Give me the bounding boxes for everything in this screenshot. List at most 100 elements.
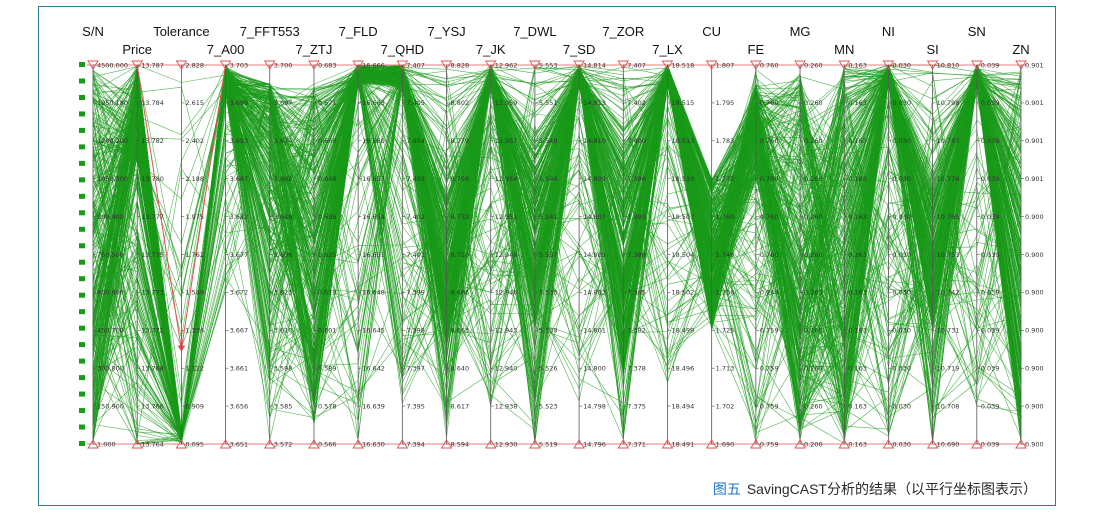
axis-top-marker[interactable] bbox=[219, 60, 232, 70]
tick-label: 7.398 bbox=[406, 327, 425, 335]
tick-label: 14.805 bbox=[583, 251, 606, 259]
axis-name: 7_JK bbox=[476, 42, 506, 57]
data-polyline bbox=[92, 65, 1022, 437]
selection-marker bbox=[79, 441, 85, 446]
axis-name: 7_YSJ bbox=[427, 24, 465, 39]
tick-label: 14.807 bbox=[583, 213, 606, 221]
tick-label: 5.537 bbox=[539, 251, 558, 259]
axis-top-marker[interactable] bbox=[484, 60, 497, 70]
tick-label: 3.661 bbox=[230, 365, 249, 373]
axis-bottom-marker[interactable] bbox=[131, 439, 144, 449]
data-polyline bbox=[92, 64, 1022, 440]
axis-top-marker[interactable] bbox=[794, 60, 806, 70]
axis-bottom-marker[interactable] bbox=[705, 439, 718, 449]
tick-label: 3.649 bbox=[274, 213, 293, 221]
tick-label: 8.710 bbox=[451, 251, 470, 259]
axis-top-marker[interactable] bbox=[131, 60, 144, 70]
axis-bottom-marker[interactable] bbox=[926, 439, 939, 449]
axis-bottom-marker[interactable] bbox=[838, 439, 851, 449]
tick-label: 0.039 bbox=[981, 99, 1000, 107]
axis-top-marker[interactable] bbox=[617, 60, 630, 70]
tick-label: 13.777 bbox=[141, 213, 164, 221]
axis-bottom-marker[interactable] bbox=[529, 439, 541, 449]
axis-bottom-marker[interactable] bbox=[573, 439, 585, 449]
tick-label: 0.039 bbox=[981, 251, 1000, 259]
tick-label: 10.753 bbox=[937, 251, 960, 259]
axis-zn: 0.901 0.901 0.901 0.901 0.900 0.900 0.900 0.900… bbox=[1012, 42, 1044, 449]
tick-label: 0.660 bbox=[318, 137, 337, 145]
axis-bottom-marker[interactable] bbox=[396, 439, 409, 449]
axis-name: SI bbox=[926, 42, 938, 57]
axis-bottom-marker[interactable] bbox=[882, 439, 895, 449]
axis-7-zor: 7.407 7.402 7.400 7.396 7.393 7.389 7.385 7.382… bbox=[602, 24, 646, 449]
data-polyline bbox=[92, 67, 1022, 437]
tick-label: 0.760 bbox=[760, 289, 779, 297]
axis-top-marker[interactable] bbox=[87, 60, 99, 70]
data-polyline bbox=[92, 65, 1022, 438]
axis-top-marker[interactable] bbox=[838, 60, 851, 70]
axis-bottom-marker[interactable] bbox=[263, 439, 276, 449]
axis-bottom-marker[interactable] bbox=[970, 439, 983, 449]
tick-label: 1.783 bbox=[716, 137, 735, 145]
axis-bottom-marker[interactable] bbox=[750, 439, 762, 449]
tick-label: 0.759 bbox=[760, 327, 779, 335]
tick-label: 0.030 bbox=[892, 99, 911, 107]
axis-bottom-marker[interactable] bbox=[484, 439, 497, 449]
data-polyline bbox=[92, 68, 1022, 439]
tick-label: 13.787 bbox=[141, 61, 164, 69]
axis-bottom-marker[interactable] bbox=[87, 439, 99, 449]
axis-top-marker[interactable] bbox=[263, 60, 276, 70]
axis-top-marker[interactable] bbox=[529, 60, 541, 70]
tick-label: 0.163 bbox=[848, 289, 867, 297]
tick-label: 0.636 bbox=[318, 213, 337, 221]
axis-top-marker[interactable] bbox=[661, 60, 674, 70]
axis-top-marker[interactable] bbox=[926, 60, 939, 70]
axis-top-marker[interactable] bbox=[308, 60, 320, 70]
tick-label: 0.760 bbox=[760, 61, 779, 69]
caption-text: SavingCAST分析的结果（以平行坐标图表示） bbox=[746, 481, 1037, 497]
tick-label: 16.663 bbox=[362, 99, 385, 107]
tick-label: 2.615 bbox=[185, 99, 204, 107]
tick-label: 0.039 bbox=[981, 289, 1000, 297]
data-polyline bbox=[92, 70, 1022, 444]
tick-label: 0.760 bbox=[760, 251, 779, 259]
tick-label: 0.260 bbox=[804, 213, 823, 221]
tick-label: 12.946 bbox=[495, 289, 518, 297]
axis-bottom-marker[interactable] bbox=[794, 439, 806, 449]
axis-top-marker[interactable] bbox=[440, 60, 453, 70]
axis-bottom-marker[interactable] bbox=[661, 439, 674, 449]
tick-label: 0.900 bbox=[1025, 440, 1044, 448]
axis-top-marker[interactable] bbox=[1015, 60, 1027, 70]
tick-label: 0.901 bbox=[1025, 99, 1044, 107]
axis-bottom-marker[interactable] bbox=[308, 439, 320, 449]
axis-bottom-marker[interactable] bbox=[219, 439, 232, 449]
axis-7-lx: 18.518 18.515 18.513 18.510 18.507 18.504 18.5… bbox=[652, 42, 694, 449]
tick-label: 1050.300 bbox=[97, 175, 128, 183]
tick-label: 14.801 bbox=[583, 327, 606, 335]
axis-top-marker[interactable] bbox=[352, 60, 364, 70]
axis-top-marker[interactable] bbox=[705, 60, 718, 70]
axis-bottom-marker[interactable] bbox=[352, 439, 364, 449]
axis-bottom-marker[interactable] bbox=[175, 439, 188, 449]
axis-bottom-marker[interactable] bbox=[617, 439, 630, 449]
data-polyline bbox=[92, 65, 1022, 442]
data-polyline bbox=[92, 64, 1022, 436]
tick-label: 0.648 bbox=[318, 175, 337, 183]
tick-label: 16.666 bbox=[362, 61, 385, 69]
axis-top-marker[interactable] bbox=[175, 60, 188, 70]
axis-bottom-marker[interactable] bbox=[1015, 439, 1027, 449]
axis-top-marker[interactable] bbox=[970, 60, 983, 70]
tick-label: 3.674 bbox=[274, 137, 293, 145]
axis-top-marker[interactable] bbox=[750, 60, 762, 70]
axis-top-marker[interactable] bbox=[573, 60, 585, 70]
tick-label: 0.260 bbox=[804, 289, 823, 297]
tick-label: 16.651 bbox=[362, 251, 385, 259]
axis-top-marker[interactable] bbox=[396, 60, 409, 70]
axis-top-marker[interactable] bbox=[882, 60, 895, 70]
tick-label: 7.389 bbox=[627, 251, 646, 259]
axis-bottom-marker[interactable] bbox=[440, 439, 453, 449]
tick-label: 900.400 bbox=[97, 213, 124, 221]
tick-label: 0.030 bbox=[892, 251, 911, 259]
data-polyline bbox=[92, 73, 1022, 437]
tick-label: 8.617 bbox=[451, 402, 470, 410]
